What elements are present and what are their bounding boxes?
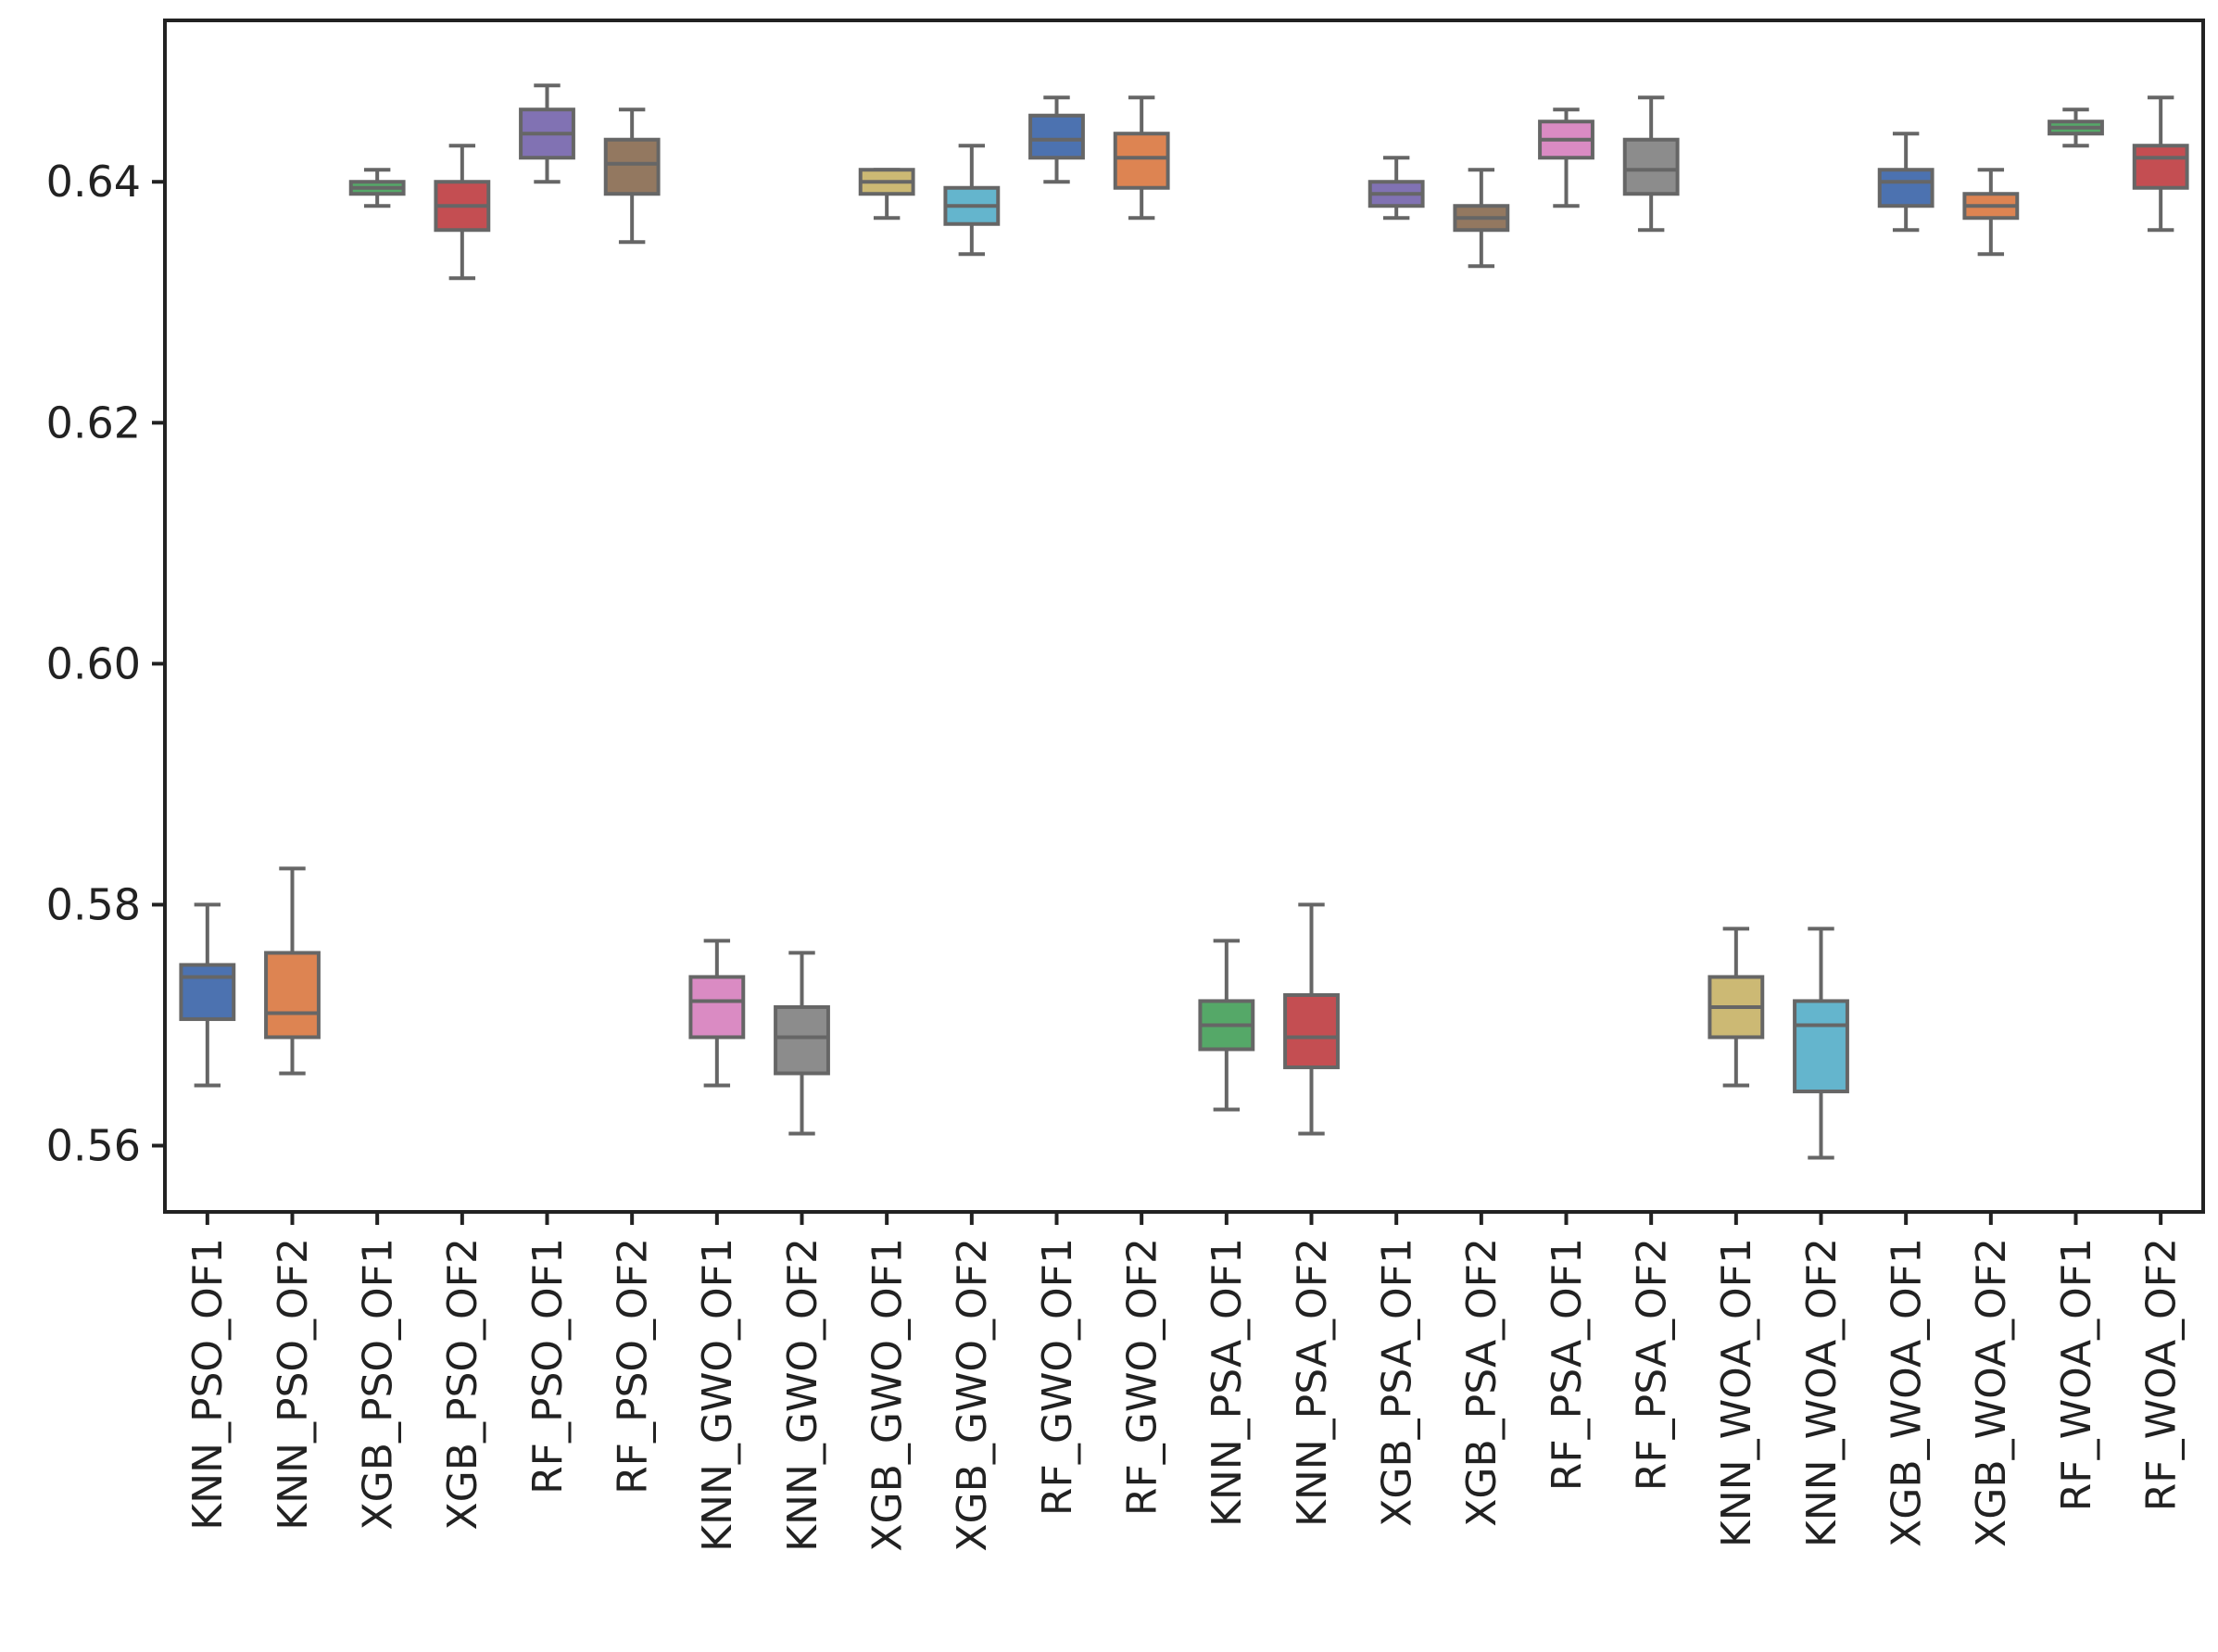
box-RF_PSA_OF2 xyxy=(1622,95,1680,233)
x-tick-label: KNN_PSA_OF1 xyxy=(1204,1238,1251,1527)
boxes-layer xyxy=(179,83,2189,1160)
x-tick-label: KNN_WOA_OF2 xyxy=(1798,1238,1846,1547)
box-KNN_WOA_OF2 xyxy=(1793,927,1849,1160)
box-RF_PSA_OF1 xyxy=(1538,107,1594,208)
box-XGB_GWO_OF2 xyxy=(943,144,1001,257)
iqr-box xyxy=(1283,992,1340,1069)
y-tick-label: 0.62 xyxy=(46,397,141,448)
iqr-box xyxy=(1793,999,1849,1093)
x-tick-label: XGB_PSO_OF1 xyxy=(355,1238,402,1530)
iqr-box xyxy=(603,137,661,196)
x-tick-label: XGB_PSO_OF2 xyxy=(439,1238,486,1530)
box-RF_PSO_OF1 xyxy=(519,83,575,184)
y-tick-label: 0.64 xyxy=(46,157,141,207)
iqr-box xyxy=(774,1004,830,1076)
y-tick-label: 0.60 xyxy=(46,638,141,688)
x-tick-label: XGB_GWO_OF1 xyxy=(864,1238,912,1552)
x-tick-label: RF_PSA_OF2 xyxy=(1629,1238,1676,1491)
x-tick-label: XGB_WOA_OF1 xyxy=(1884,1238,1931,1547)
box-RF_GWO_OF1 xyxy=(1028,95,1085,184)
y-tick-label: 0.56 xyxy=(46,1120,141,1170)
x-tick-label: RF_WOA_OF2 xyxy=(2138,1238,2186,1511)
x-tick-label: RF_GWO_OF2 xyxy=(1119,1238,1166,1516)
iqr-box xyxy=(1877,168,1934,208)
x-tick-label: XGB_WOA_OF2 xyxy=(1968,1238,2015,1547)
box-RF_WOA_OF2 xyxy=(2132,95,2189,233)
x-tick-label: KNN_PSO_OF2 xyxy=(270,1238,317,1531)
iqr-box xyxy=(1028,113,1085,160)
x-tick-label: KNN_GWO_OF1 xyxy=(694,1238,741,1552)
plot-frame xyxy=(163,19,2205,1214)
box-RF_PSO_OF2 xyxy=(603,107,661,245)
x-tick-label: KNN_PSO_OF1 xyxy=(184,1238,232,1531)
x-tick-label: RF_WOA_OF1 xyxy=(2053,1238,2100,1511)
box-XGB_WOA_OF1 xyxy=(1877,132,1934,233)
box-KNN_GWO_OF1 xyxy=(688,939,746,1088)
x-tick-label: KNN_GWO_OF2 xyxy=(779,1238,826,1552)
box-RF_WOA_OF1 xyxy=(2048,107,2104,148)
iqr-box xyxy=(688,975,746,1040)
x-tick-label: RF_PSO_OF1 xyxy=(524,1238,572,1494)
y-axis: 0.56 0.58 0.60 0.62 0.64 xyxy=(46,157,165,1170)
box-XGB_PSO_OF2 xyxy=(434,144,491,281)
box-XGB_WOA_OF2 xyxy=(1962,168,2020,257)
box-KNN_PSO_OF1 xyxy=(179,902,236,1088)
box-KNN_WOA_OF1 xyxy=(1708,927,1765,1088)
box-KNN_PSA_OF2 xyxy=(1283,902,1340,1136)
y-tick-label: 0.58 xyxy=(46,879,141,929)
iqr-box xyxy=(264,951,321,1040)
box-XGB_PSA_OF2 xyxy=(1453,168,1510,269)
box-XGB_PSO_OF1 xyxy=(348,168,406,208)
iqr-box xyxy=(1113,132,1170,190)
x-tick-label: RF_GWO_OF1 xyxy=(1034,1238,1081,1516)
box-KNN_PSO_OF2 xyxy=(264,866,321,1076)
x-tick-label: XGB_PSA_OF1 xyxy=(1374,1238,1421,1527)
box-KNN_PSA_OF1 xyxy=(1198,939,1255,1112)
box-KNN_GWO_OF2 xyxy=(774,951,830,1136)
x-tick-label: XGB_PSA_OF2 xyxy=(1458,1238,1506,1527)
iqr-box xyxy=(1622,137,1680,196)
iqr-box xyxy=(179,963,236,1021)
x-tick-label: KNN_WOA_OF1 xyxy=(1713,1238,1760,1547)
x-tick-label: XGB_GWO_OF2 xyxy=(949,1238,996,1552)
x-tick-label: KNN_PSA_OF2 xyxy=(1289,1238,1336,1527)
box-XGB_PSA_OF1 xyxy=(1367,156,1425,221)
x-axis: KNN_PSO_OF1 KNN_PSO_OF2 XGB_PSO_OF1 XGB_PSO… xyxy=(184,1212,2186,1552)
box-XGB_GWO_OF1 xyxy=(858,168,915,221)
iqr-box xyxy=(2132,144,2189,190)
x-tick-label: RF_PSA_OF1 xyxy=(1544,1238,1591,1491)
x-tick-label: RF_PSO_OF2 xyxy=(610,1238,657,1494)
box-RF_GWO_OF2 xyxy=(1113,95,1170,221)
